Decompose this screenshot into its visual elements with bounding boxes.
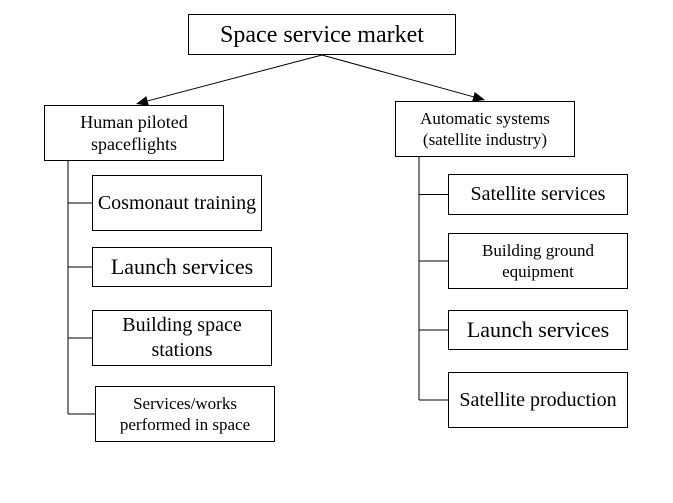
branch-right-item-0-label: Satellite services — [471, 182, 606, 207]
branch-left-item-1: Launch services — [92, 247, 272, 287]
branch-left-item-3: Services/works performed in space — [95, 386, 275, 442]
branch-right-item-3-label: Satellite production — [459, 388, 616, 413]
branch-left: Human piloted spaceflights — [44, 105, 224, 161]
branch-left-item-3-label: Services/works performed in space — [100, 393, 270, 436]
root-node-label: Space service market — [220, 20, 424, 50]
branch-right-item-2: Launch services — [448, 310, 628, 350]
branch-right-item-2-label: Launch services — [467, 316, 609, 344]
branch-right-item-1-label: Building ground equipment — [453, 240, 623, 283]
branch-right: Automatic systems (satellite industry) — [395, 101, 575, 157]
branch-left-item-1-label: Launch services — [111, 253, 253, 281]
root-node: Space service market — [188, 14, 456, 55]
branch-left-label: Human piloted spaceflights — [49, 111, 219, 156]
branch-left-item-0: Cosmonaut training — [92, 175, 262, 231]
branch-right-item-0: Satellite services — [448, 174, 628, 215]
branch-left-item-2: Building space stations — [92, 310, 272, 366]
branch-left-item-0-label: Cosmonaut training — [98, 191, 256, 216]
branch-left-item-2-label: Building space stations — [97, 313, 267, 363]
branch-right-label: Automatic systems (satellite industry) — [400, 108, 570, 151]
branch-right-item-3: Satellite production — [448, 372, 628, 428]
branch-right-item-1: Building ground equipment — [448, 233, 628, 289]
